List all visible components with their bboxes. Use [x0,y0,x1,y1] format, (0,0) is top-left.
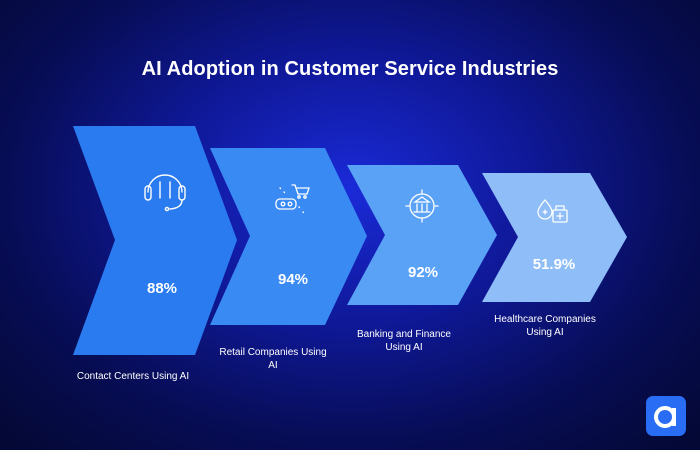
brand-logo-icon [654,406,676,428]
headset-icon [144,174,186,212]
stage-value-healthcare: 51.9% [532,256,576,273]
medical-icon [537,199,568,223]
brand-logo [646,396,686,436]
stage-label-healthcare: Healthcare Companies Using AI [494,314,596,338]
chevron-healthcare [482,173,627,302]
stage-label-banking: Banking and Finance Using AI [357,329,451,353]
page-title: AI Adoption in Customer Service Industri… [141,58,559,80]
bank-icon [405,189,439,223]
chevron-retail [210,148,367,325]
shopping-cart-icon [275,184,310,214]
stage-label-retail: Retail Companies Using AI [219,347,327,371]
chevron-contact-centers [73,126,237,355]
stage-value-banking: 92% [407,264,439,281]
stage-value-contact-centers: 88% [146,280,178,297]
stage-value-retail: 94% [277,271,309,288]
stage-label-contact-centers: Contact Centers Using AI [76,371,190,382]
chevron-banking [347,165,497,305]
